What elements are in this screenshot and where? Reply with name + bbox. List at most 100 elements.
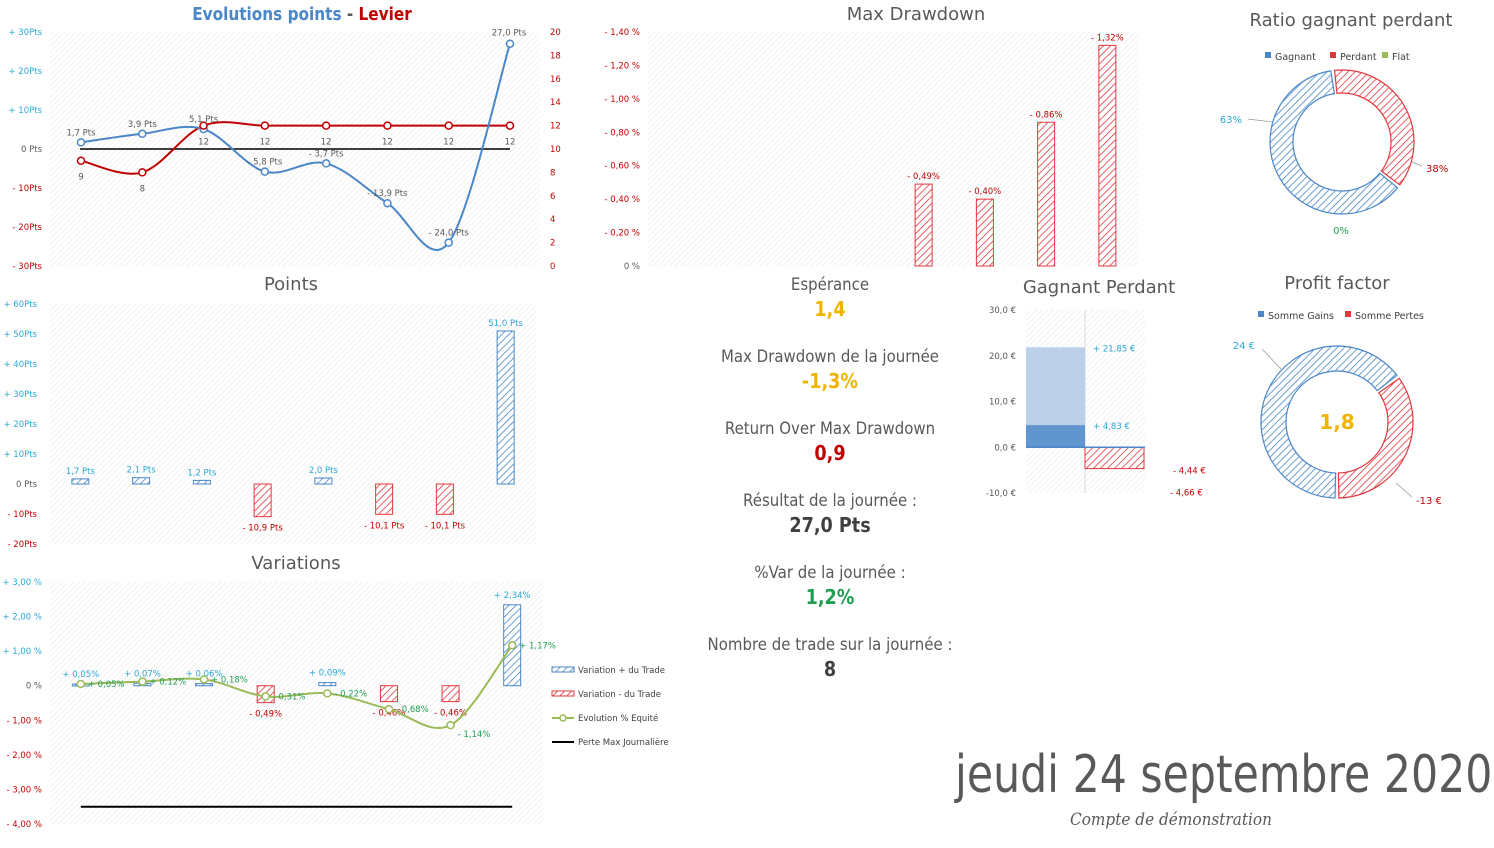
gp-y-tick: 0,0 € [994, 443, 1016, 453]
equity-data-label: - 0,68% [396, 705, 429, 715]
gp-y-tick: -10,0 € [986, 489, 1016, 499]
equity-data-label: + 0,12% [149, 678, 186, 688]
variation-bar [441, 685, 460, 703]
levier-data-label: 12 [259, 138, 270, 148]
variations-legend-label: Evolution % Equité [578, 713, 658, 724]
variations-y-tick: + 3,00 % [2, 578, 42, 588]
drawdown-data-label: - 1,32% [1091, 33, 1124, 43]
points-marker [383, 198, 392, 208]
points-data-label: 1,2 Pts [187, 468, 217, 478]
levier-marker [321, 121, 331, 130]
points-data-label: - 13,9 Pts [367, 189, 408, 199]
points-y-tick: + 10Pts [3, 450, 37, 460]
ratio-perdant-slice [1333, 69, 1415, 186]
levier-marker [76, 156, 86, 165]
variations-legend-label: Perte Max Journalière [578, 737, 669, 748]
evolution-title-levier: Levier [359, 3, 413, 25]
ratio-gagnant-label: 63% [1220, 115, 1242, 126]
evolution-y-left-tick: 0 Pts [21, 145, 43, 155]
variation-bar-label: + 2,34% [494, 591, 531, 601]
levier-marker [505, 121, 515, 130]
drawdown-y-tick: - 1,20 % [605, 61, 640, 71]
levier-data-label: 8 [140, 184, 145, 194]
variations-y-tick: 0 % [26, 682, 42, 692]
levier-data-label: 12 [505, 138, 516, 148]
pf-legend-label: Somme Pertes [1355, 311, 1424, 322]
evolution-y-right-tick: 8 [550, 168, 555, 178]
variation-bar-label: - 0,46% [434, 709, 467, 719]
drawdown-bar [975, 198, 994, 267]
pf-leader-gains [1261, 348, 1282, 370]
drawdown-title: Max Drawdown [847, 4, 986, 25]
evolution-title: Evolutions points - Levier [192, 3, 412, 25]
points-bar [253, 483, 272, 518]
levier-marker [383, 121, 392, 130]
gp-gain-total-label: + 21,85 € [1093, 344, 1135, 354]
variations-chart: Variations + 3,00 % + 2,00 % + 1,00 % 0 % - 1… [2, 553, 669, 830]
equity-marker [261, 692, 270, 701]
ratio-perdant-label: 38% [1426, 164, 1448, 175]
gp-y-tick: 30,0 € [989, 306, 1016, 316]
equity-data-label: - 1,14% [458, 730, 491, 740]
variation-bar [318, 682, 337, 687]
equity-marker [199, 675, 209, 684]
levier-data-label: 9 [78, 173, 83, 183]
drawdown-y-tick: 0 % [624, 262, 640, 272]
points-marker [76, 138, 86, 147]
pf-gains-label: 24 € [1233, 341, 1255, 352]
evolution-y-left-tick: + 20Pts [8, 67, 42, 77]
variation-bar [379, 685, 398, 703]
ratio-leader-perdant [1411, 161, 1423, 167]
levier-marker [444, 121, 453, 130]
points-bar [71, 478, 90, 485]
gp-y-tick: 20,0 € [989, 352, 1016, 362]
drawdown-y-tick: - 1,00 % [605, 95, 640, 105]
points-data-label: 2,0 Pts [309, 466, 339, 476]
variations-plot-area [50, 582, 543, 824]
drawdown-plot-area [648, 32, 1138, 266]
evolution-chart: Evolutions points - Levier + 30Pts + 20Pts… [8, 3, 560, 272]
variation-bar-label: + 0,06% [186, 670, 223, 680]
variations-legend-label: Variation - du Trade [578, 690, 661, 700]
variations-y-tick: - 1,00 % [7, 716, 42, 726]
drawdown-y-tick: - 0,60 % [605, 162, 640, 172]
points-bar [192, 479, 211, 485]
evolution-y-left-tick: - 10Pts [13, 184, 43, 194]
pf-title: Profit factor [1284, 273, 1390, 294]
evolution-y-left-tick: + 30Pts [8, 28, 42, 38]
points-y-tick: 0 Pts [16, 480, 38, 490]
points-y-tick: + 20Pts [3, 420, 37, 430]
evolution-y-left-tick: + 10Pts [8, 106, 42, 116]
evolution-y-right-tick: 2 [550, 239, 555, 249]
drawdown-data-label: - 0,49% [907, 172, 940, 182]
evolution-title-sep: - [342, 3, 359, 25]
points-marker [138, 129, 147, 139]
ratio-legend-swatch [1330, 52, 1336, 58]
ratio-flat-label: 0% [1333, 226, 1349, 237]
evolution-y-left-tick: - 30Pts [13, 262, 43, 272]
levier-marker [260, 121, 270, 130]
result-value: 27,0 Pts [789, 513, 871, 537]
gp-title: Gagnant Perdant [1023, 277, 1175, 298]
points-marker [444, 238, 453, 247]
points-marker [505, 39, 515, 48]
drawdown-bar [1098, 44, 1117, 267]
evolution-y-right-tick: 0 [550, 262, 555, 272]
evolution-y-left-tick: - 20Pts [13, 223, 43, 233]
equity-data-label: + 1,17% [519, 641, 556, 651]
ratio-legend-swatch [1382, 52, 1388, 58]
points-data-label: 2,1 Pts [127, 466, 157, 476]
ratio-leader-gagnant [1247, 118, 1273, 123]
points-y-tick: + 30Pts [3, 390, 37, 400]
gagnant-perdant-chart: Gagnant Perdant 30,0 € 20,0 € 10,0 € 0,0 € -1… [986, 277, 1206, 499]
legend-variation-plus-swatch [551, 666, 575, 673]
return-over-mdd-value: 0,9 [814, 441, 846, 465]
equity-data-label: - 0,31% [273, 692, 306, 702]
equity-marker [446, 720, 455, 730]
variations-y-tick: + 1,00 % [2, 647, 42, 657]
pf-center-value: 1,8 [1319, 410, 1354, 434]
esperance-label: Espérance [790, 275, 870, 295]
levier-data-label: 12 [382, 138, 393, 148]
result-label: Résultat de la journée : [743, 491, 917, 511]
drawdown-y-tick: - 0,40 % [605, 195, 640, 205]
